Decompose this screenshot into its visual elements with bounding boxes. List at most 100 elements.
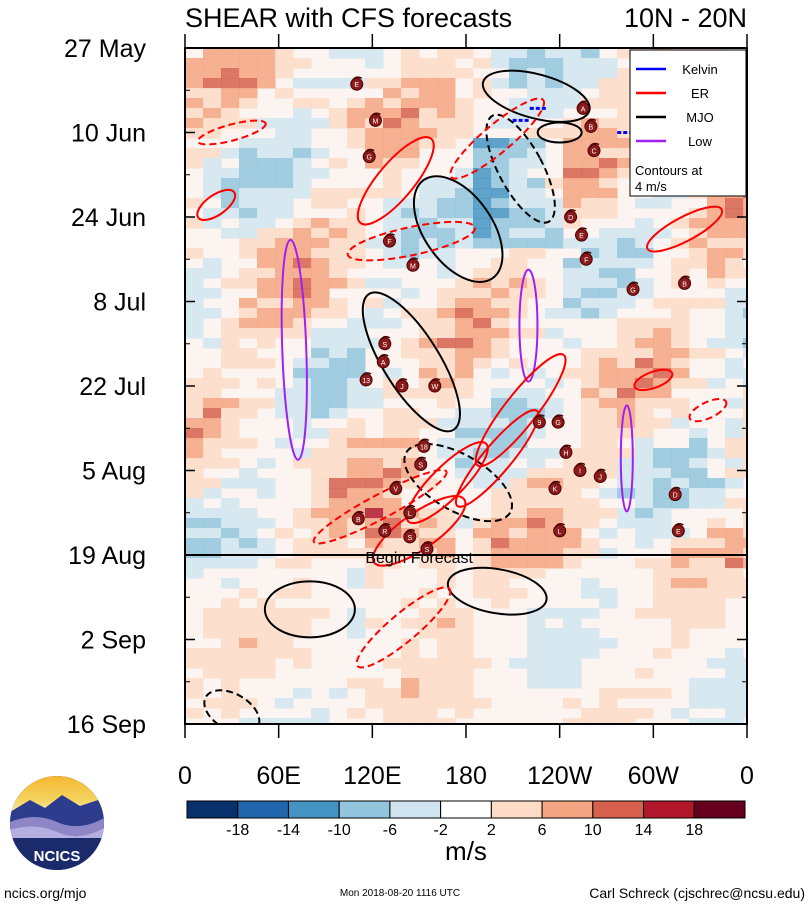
shear-cell bbox=[581, 68, 600, 79]
shear-cell bbox=[221, 558, 240, 569]
shear-cell bbox=[293, 128, 312, 139]
shear-cell bbox=[185, 458, 204, 469]
shear-cell bbox=[671, 448, 690, 459]
shear-cell bbox=[653, 688, 672, 699]
shear-cell bbox=[599, 528, 618, 539]
shear-cell bbox=[635, 688, 654, 699]
shear-cell bbox=[203, 288, 222, 299]
shear-cell bbox=[239, 588, 258, 599]
shear-cell bbox=[293, 118, 312, 129]
shear-cell bbox=[743, 518, 747, 529]
shear-cell bbox=[581, 708, 600, 719]
shear-cell bbox=[239, 538, 258, 549]
shear-cell bbox=[581, 508, 600, 519]
shear-cell bbox=[239, 668, 258, 679]
shear-cell bbox=[473, 288, 492, 299]
shear-cell bbox=[455, 648, 474, 659]
shear-cell bbox=[203, 658, 222, 669]
shear-cell bbox=[365, 318, 384, 329]
colorbar-swatch bbox=[237, 800, 289, 819]
shear-cell bbox=[653, 348, 672, 359]
colorbar-swatch bbox=[541, 800, 594, 819]
shear-cell bbox=[383, 168, 402, 179]
shear-cell bbox=[581, 208, 600, 219]
shear-cell bbox=[401, 668, 420, 679]
shear-cell bbox=[257, 338, 276, 349]
shear-cell bbox=[743, 588, 747, 599]
shear-cell bbox=[455, 288, 474, 299]
shear-cell bbox=[185, 518, 204, 529]
shear-cell bbox=[293, 318, 312, 329]
shear-cell bbox=[401, 68, 420, 79]
shear-cell bbox=[581, 288, 600, 299]
shear-cell bbox=[725, 368, 744, 379]
shear-cell bbox=[347, 528, 366, 539]
footer-website[interactable]: ncics.org/mjo bbox=[4, 885, 87, 901]
shear-cell bbox=[581, 638, 600, 649]
shear-cell bbox=[275, 288, 294, 299]
shear-cell bbox=[293, 378, 312, 389]
storm-swirl bbox=[628, 281, 639, 286]
shear-cell bbox=[491, 598, 510, 609]
shear-cell bbox=[473, 278, 492, 289]
shear-cell bbox=[437, 348, 456, 359]
shear-cell bbox=[419, 308, 438, 319]
shear-cell bbox=[293, 258, 312, 269]
shear-cell bbox=[743, 658, 747, 669]
shear-cell bbox=[311, 608, 330, 619]
shear-cell bbox=[347, 628, 366, 639]
shear-cell bbox=[257, 318, 276, 329]
shear-cell bbox=[581, 418, 600, 429]
shear-cell bbox=[239, 48, 258, 59]
shear-cell bbox=[743, 548, 747, 559]
shear-cell bbox=[401, 708, 420, 719]
shear-cell bbox=[221, 318, 240, 329]
storm-swirl bbox=[419, 438, 430, 443]
shear-cell bbox=[221, 538, 240, 549]
storm-label: R bbox=[382, 529, 387, 536]
shear-cell bbox=[203, 608, 222, 619]
shear-cell bbox=[653, 198, 672, 209]
shear-cell bbox=[545, 408, 564, 419]
shear-cell bbox=[419, 508, 438, 519]
shear-cell bbox=[455, 428, 474, 439]
shear-cell bbox=[401, 438, 420, 449]
shear-cell bbox=[509, 428, 528, 439]
shear-cell bbox=[437, 48, 456, 59]
shear-cell bbox=[293, 228, 312, 239]
shear-cell bbox=[293, 428, 312, 439]
shear-cell bbox=[617, 108, 636, 119]
shear-cell bbox=[437, 318, 456, 329]
shear-cell bbox=[527, 648, 546, 659]
shear-cell bbox=[419, 358, 438, 369]
shear-cell bbox=[617, 518, 636, 529]
shear-cell bbox=[221, 648, 240, 659]
storm-icon bbox=[668, 488, 682, 502]
shear-cell bbox=[491, 578, 510, 589]
shear-cell bbox=[239, 228, 258, 239]
shear-cell bbox=[617, 378, 636, 389]
shear-cell bbox=[545, 628, 564, 639]
shear-cell bbox=[275, 198, 294, 209]
shear-cell bbox=[653, 448, 672, 459]
shear-cell bbox=[221, 398, 240, 409]
shear-cell bbox=[653, 648, 672, 659]
shear-cell bbox=[617, 248, 636, 259]
shear-cell bbox=[509, 218, 528, 229]
low-contour bbox=[518, 268, 539, 383]
storm-swirl bbox=[370, 112, 381, 117]
shear-cell bbox=[257, 218, 276, 229]
shear-cell bbox=[527, 518, 546, 529]
shear-cell bbox=[707, 378, 726, 389]
shear-cell bbox=[545, 558, 564, 569]
shear-cell bbox=[491, 58, 510, 69]
shear-cell bbox=[383, 298, 402, 309]
shear-cell bbox=[527, 628, 546, 639]
shear-cell bbox=[491, 168, 510, 179]
shear-cell bbox=[653, 418, 672, 429]
shear-cell bbox=[275, 278, 294, 289]
shear-cell bbox=[311, 368, 330, 379]
shear-cell bbox=[635, 488, 654, 499]
shear-cell bbox=[329, 248, 348, 259]
shear-cell bbox=[455, 638, 474, 649]
